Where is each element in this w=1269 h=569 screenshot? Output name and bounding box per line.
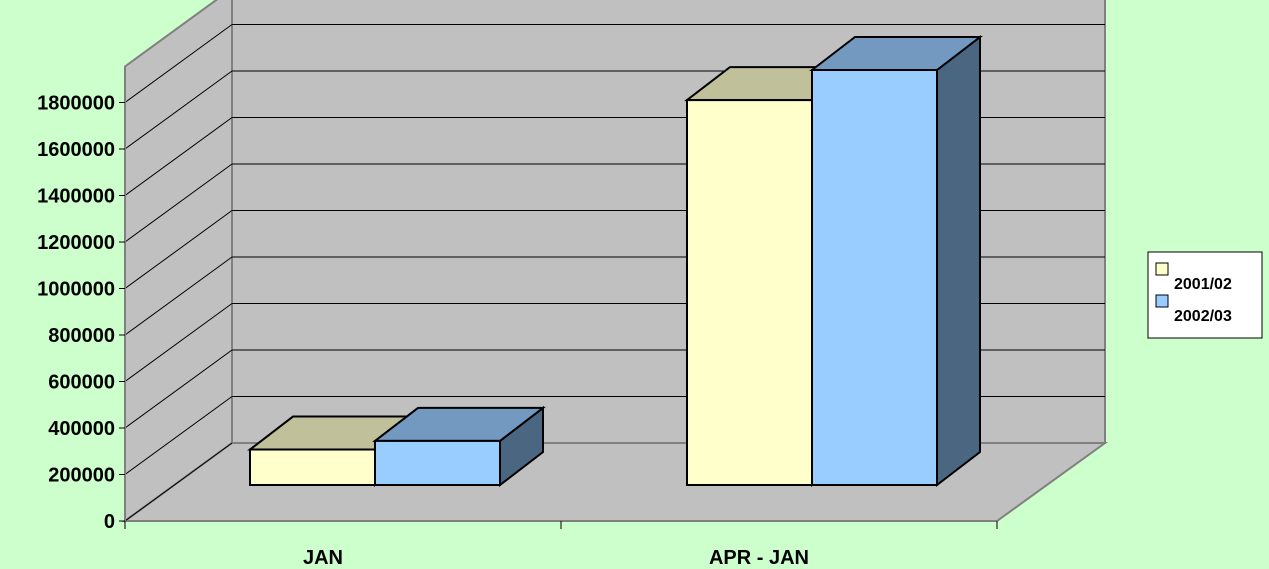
gridline-side [124,442,233,522]
y-tick-label: 1200000 [37,232,115,254]
bar-front [374,439,501,486]
x-category-label: APR - JAN [709,547,809,569]
legend-label: 2002/03 [1174,308,1232,325]
y-tick-label: 200000 [48,465,115,487]
gridline-side [124,117,233,196]
gridline-side [124,396,233,475]
y-tick-label: 400000 [48,418,115,440]
gridline-side [124,303,233,382]
gridline-side [124,24,233,103]
y-tick-label: 1000000 [37,279,115,301]
y-tick-label: 800000 [48,325,115,347]
y-tick-label: 1600000 [37,139,115,161]
bar [372,405,546,488]
gridline-side [124,349,233,429]
bar-front [686,99,813,486]
gridline-side [124,210,233,289]
legend-label: 2001/02 [1174,276,1232,293]
gridline-side [124,70,233,150]
gridline-side [124,163,233,243]
bar-front [811,69,938,486]
y-axis-ticks: 0 200000 400000 600000 800000 1000000 1200000 1… [37,93,125,533]
x-axis-categories: JAN APR - JAN [124,521,998,569]
legend: 2001/02 2002/03 [1147,251,1263,339]
bars [247,34,983,488]
x-category-label: JAN [303,547,343,569]
y-tick-label: 1400000 [37,186,115,208]
bar-front [249,448,376,486]
bar [809,34,983,488]
bar-side [936,34,981,488]
gridline-side [124,256,233,336]
y-tick-label: 1800000 [37,93,115,115]
y-tick-label: 0 [104,511,115,533]
legend-swatch [1155,294,1169,308]
side-wall [124,0,233,523]
y-tick-label: 600000 [48,372,115,394]
legend-swatch [1155,262,1169,276]
